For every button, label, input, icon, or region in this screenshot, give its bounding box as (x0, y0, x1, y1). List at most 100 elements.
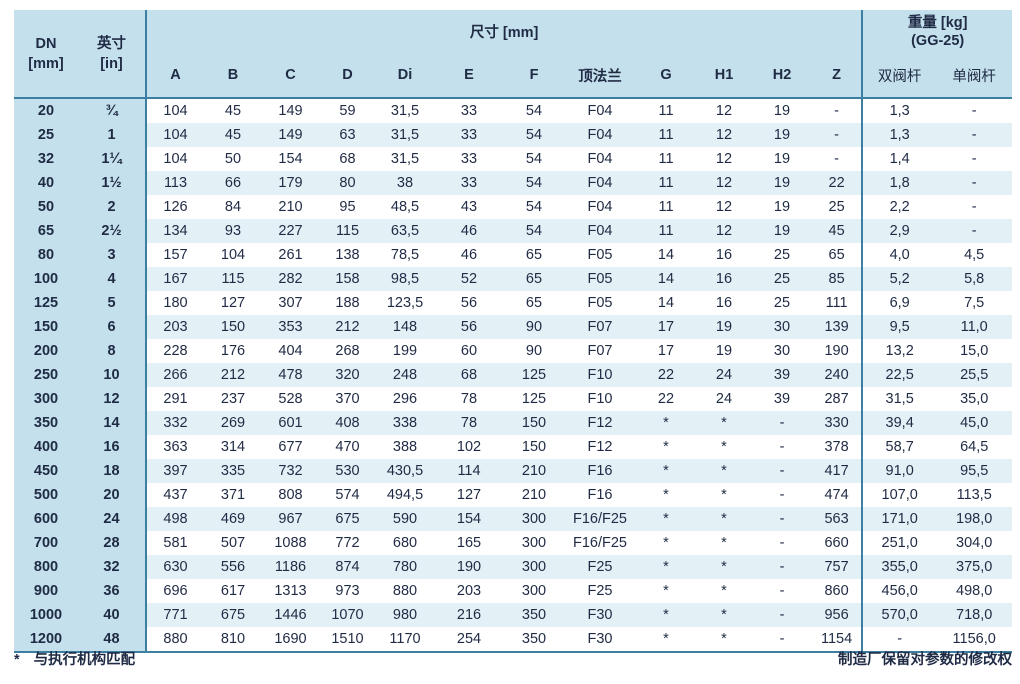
dimension-cell: F04 (564, 123, 636, 147)
weight-cell: 456,0 (861, 579, 937, 603)
dimension-cell: 210 (504, 459, 564, 483)
weight-cell: - (861, 627, 937, 653)
dn-cell: 1200 (14, 627, 78, 653)
weight-cell: 45,0 (936, 411, 1013, 435)
dn-cell: 20 (14, 97, 78, 123)
dimension-cell: 56 (434, 315, 504, 339)
dimension-cell: F12 (564, 411, 636, 435)
dimension-cell: - (752, 459, 812, 483)
dimension-cell: F30 (564, 603, 636, 627)
dimension-cell: 408 (319, 411, 376, 435)
dn-cell: 250 (14, 363, 78, 387)
inch-cell: ¾ (78, 97, 146, 123)
weight-material: (GG-25) (911, 32, 965, 49)
dimension-cell: 65 (504, 243, 564, 267)
inch-cell: 40 (78, 603, 146, 627)
dimension-cell: 104 (145, 123, 204, 147)
dimension-cell: 54 (504, 97, 564, 123)
dimension-cell: * (636, 579, 696, 603)
dimension-cell: 19 (696, 339, 752, 363)
dimension-cell: 33 (434, 171, 504, 195)
dimension-cell: 25 (752, 291, 812, 315)
dimension-cell: - (752, 579, 812, 603)
dimension-cell: 179 (262, 171, 319, 195)
dimension-cell: 19 (752, 171, 812, 195)
weight-cell: - (936, 219, 1013, 243)
weight-cell: 1156,0 (936, 627, 1013, 653)
dimension-cell: 556 (204, 555, 262, 579)
dimension-cell: 228 (145, 339, 204, 363)
dn-unit: [mm] (28, 55, 64, 72)
dimension-cell: 150 (504, 435, 564, 459)
dn-cell: 900 (14, 579, 78, 603)
dn-cell: 600 (14, 507, 78, 531)
dimension-cell: 388 (376, 435, 434, 459)
dimension-cell: 601 (262, 411, 319, 435)
dimension-cell: 134 (145, 219, 204, 243)
dimension-cell: F07 (564, 339, 636, 363)
weight-cell: 4,0 (861, 243, 937, 267)
dimension-cell: 630 (145, 555, 204, 579)
dimension-cell: 417 (812, 459, 863, 483)
dimension-cell: 528 (262, 387, 319, 411)
dimension-cell: 33 (434, 147, 504, 171)
dimension-cell: 11 (636, 171, 696, 195)
dimension-cell: 46 (434, 219, 504, 243)
dimension-cell: * (696, 507, 752, 531)
dimension-cell: 154 (434, 507, 504, 531)
dimension-cell: 39 (752, 387, 812, 411)
table-row: 125 5 180 127 307 188 123,5 56 65 F05 14 16 25 111 6,9… (14, 291, 1013, 315)
weight-cell: 304,0 (936, 531, 1013, 555)
dimension-cell: 12 (696, 219, 752, 243)
weight-cell: 251,0 (861, 531, 937, 555)
dimension-cell: 282 (262, 267, 319, 291)
dimension-cell: 212 (204, 363, 262, 387)
dn-cell: 100 (14, 267, 78, 291)
dimension-cell: 16 (696, 243, 752, 267)
dimension-cell: 14 (636, 243, 696, 267)
dimension-cell: 30 (752, 339, 812, 363)
weight-cell: 171,0 (861, 507, 937, 531)
dimension-cell: 50 (204, 147, 262, 171)
dimension-cell: * (696, 459, 752, 483)
dimension-cell: 227 (262, 219, 319, 243)
dimension-cell: 125 (504, 363, 564, 387)
dimension-cell: 39 (752, 363, 812, 387)
dimension-cell: 48,5 (376, 195, 434, 219)
dimension-cell: 31,5 (376, 123, 434, 147)
dimension-cell: 266 (145, 363, 204, 387)
dimension-cell: 95 (319, 195, 376, 219)
table-row: 20 ¾ 104 45 149 59 31,5 33 54 F04 11 12 19-1,3- (14, 97, 1013, 123)
weight-cell: 1,4 (861, 147, 937, 171)
dimension-cell: 46 (434, 243, 504, 267)
dimension-cell: - (752, 627, 812, 653)
dimension-cell: 85 (812, 267, 863, 291)
dn-cell: 25 (14, 123, 78, 147)
dimension-cell: 59 (319, 97, 376, 123)
table-header: DN [mm] 英寸 [in] 尺寸 [mm] 重量 [kg] (GG-25) … (14, 10, 1013, 98)
dimension-cell: 199 (376, 339, 434, 363)
dimension-cell: 68 (319, 147, 376, 171)
weight-cell: 91,0 (861, 459, 937, 483)
dimension-cell: 158 (319, 267, 376, 291)
weight-cell: 9,5 (861, 315, 937, 339)
dimension-cell: * (636, 483, 696, 507)
weight-cell: 198,0 (936, 507, 1013, 531)
column-header: D (319, 53, 376, 98)
dimension-cell: * (636, 555, 696, 579)
dimension-cell: 66 (204, 171, 262, 195)
dimension-cell: 165 (434, 531, 504, 555)
dn-header: DN [mm] (14, 10, 78, 98)
dimension-cell: 33 (434, 97, 504, 123)
dimension-cell: 104 (204, 243, 262, 267)
inch-cell: 3 (78, 243, 146, 267)
dimension-cell: 19 (752, 97, 812, 123)
dimension-cell: 65 (504, 267, 564, 291)
dimension-cell: * (696, 627, 752, 653)
dimension-cell: 115 (319, 219, 376, 243)
dimension-cell: 52 (434, 267, 504, 291)
dimension-cell: 45 (204, 97, 262, 123)
dimension-cell: 11 (636, 123, 696, 147)
dn-cell: 200 (14, 339, 78, 363)
column-header: Di (376, 53, 434, 98)
